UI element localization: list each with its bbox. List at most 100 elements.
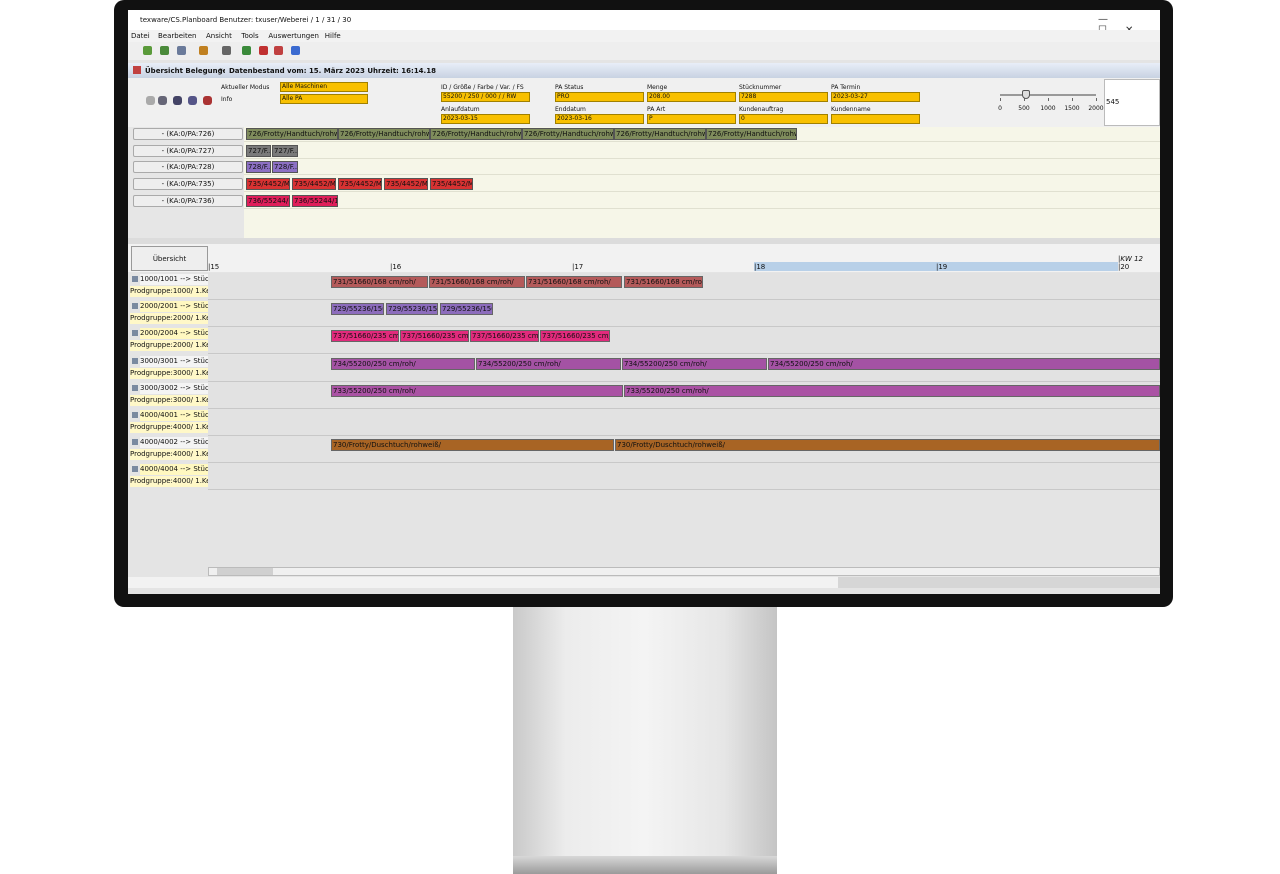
order-row-line — [244, 141, 1160, 142]
plan-bar[interactable]: 731/51660/168 cm/roh/ — [429, 276, 525, 288]
plan-row — [208, 463, 1160, 491]
tool-icon — [160, 46, 169, 55]
order-bar[interactable]: 735/4452/M... — [292, 178, 336, 191]
slider-tick-label: 0 — [998, 105, 1002, 112]
tool-icon — [274, 46, 283, 55]
order-bar[interactable]: 726/Frotty/Handtuch/rohweiß/ — [614, 128, 706, 140]
order-bar[interactable]: 735/4452/M... — [338, 178, 382, 191]
order-bar[interactable]: 727/F... — [246, 144, 271, 157]
menu-item[interactable]: Hilfe — [324, 32, 341, 40]
order-bar[interactable]: 726/Frotty/Handtuch/rohweiß/ — [706, 128, 797, 140]
machine-icon — [132, 439, 138, 446]
plan-bar[interactable]: 730/Frotty/Duschtuch/rohweiß/ — [615, 439, 1160, 452]
week-label: |15 — [208, 263, 220, 271]
order-bar[interactable]: 735/4452/M... — [430, 178, 473, 191]
order-bar[interactable]: 735/4452/M... — [384, 178, 428, 191]
order-row-line — [244, 207, 1160, 209]
slider-value: 545 — [1106, 98, 1120, 106]
machine-icon — [132, 303, 138, 310]
order-button[interactable]: - (KA:0/PA:735) — [133, 178, 243, 191]
week-label: |17 — [572, 263, 584, 271]
machine-icon — [132, 357, 138, 364]
field-value-text: 2023-03-27 — [833, 93, 868, 100]
order-bar[interactable]: 728/F... — [246, 161, 271, 174]
machine-label: 1000/1001 --> Stück — [140, 274, 208, 285]
order-bar[interactable]: 726/Frotty/Handtuch/rohweiß/ — [246, 128, 338, 140]
plan-bar[interactable]: 737/51660/235 cm/r... — [540, 330, 610, 343]
field-value — [441, 92, 530, 102]
slider-thumb[interactable] — [1022, 90, 1031, 99]
stand-base — [513, 856, 777, 874]
field-value-text: 55200 / 250 / 000 / / RW — [443, 93, 517, 100]
plan-bar[interactable]: 729/55236/150 — [331, 303, 384, 316]
overview-button[interactable]: Übersicht — [131, 246, 208, 271]
plan-bar[interactable]: 731/51660/168 cm/roh/ — [526, 276, 622, 288]
menu-item[interactable]: Tools — [241, 32, 259, 40]
menu-item[interactable]: Datei — [131, 32, 150, 40]
group-label: Prodgruppe:4000/ 1.Kette — [130, 449, 208, 461]
kw-label: |KW 12 — [1118, 255, 1144, 263]
field-value-text: P — [649, 115, 653, 122]
field-value-text: 0 — [741, 115, 745, 122]
plan-bar[interactable]: 734/55200/250 cm/roh/ — [331, 357, 475, 370]
field-value — [647, 92, 736, 102]
order-button[interactable]: - (KA:0/PA:736) — [133, 194, 243, 207]
plan-bar[interactable]: 734/55200/250 cm/roh/ — [622, 357, 767, 370]
plan-bar[interactable]: 734/55200/250 cm/roh/ — [476, 357, 621, 370]
order-bar[interactable]: 736/55244/1... — [246, 194, 290, 207]
field-label: Kundenname — [831, 106, 871, 113]
menu-item[interactable]: Bearbeiten — [158, 32, 197, 40]
slider-tick-label: 500 — [1018, 105, 1030, 112]
machine-icon — [132, 330, 138, 337]
plan-bar[interactable]: 729/55236/150 — [386, 303, 438, 316]
field-value-text: 7288 — [741, 93, 757, 100]
plan-bar[interactable]: 729/55236/150 — [440, 303, 493, 316]
plan-bar[interactable]: 733/55200/250 cm/roh/ — [331, 384, 623, 397]
order-button[interactable]: - (KA:0/PA:726) — [133, 128, 243, 140]
order-bar[interactable]: 735/4452/M... — [246, 178, 290, 191]
group-label: Prodgruppe:4000/ 1.Kette — [130, 422, 208, 433]
plan-bar[interactable]: 731/51660/168 cm/roh/ — [624, 276, 703, 288]
order-bar[interactable]: 728/F... — [272, 161, 298, 174]
field-value — [739, 114, 828, 124]
plan-bar[interactable]: 730/Frotty/Duschtuch/rohweiß/ — [331, 439, 614, 452]
menu-item[interactable]: Auswertungen — [268, 32, 319, 40]
week-highlight — [754, 262, 1118, 271]
order-bar[interactable]: 726/Frotty/Handtuch/rohweiß/ — [430, 128, 522, 140]
tool-icon — [177, 46, 186, 55]
slider-tick-label: 2000 — [1088, 105, 1104, 112]
menu-item[interactable]: Ansicht — [206, 32, 232, 40]
slider-tick — [1048, 98, 1049, 101]
order-bar[interactable]: 736/55244/1... — [292, 194, 338, 207]
order-bar[interactable]: 726/Frotty/Handtuch/rohweiß/ — [338, 128, 430, 140]
group-label: Prodgruppe:2000/ 1.Kette — [130, 340, 208, 352]
order-button[interactable]: - (KA:0/PA:727) — [133, 144, 243, 157]
plan-bar[interactable]: 734/55200/250 cm/roh/ — [768, 357, 1160, 370]
field-value-text: 2023-03-16 — [557, 115, 592, 122]
machine-icon — [132, 276, 138, 282]
field-value-text: Alle PA — [282, 95, 303, 102]
menu-bar — [128, 30, 1160, 42]
plan-bar[interactable]: 737/51660/235 cm/r... — [470, 330, 539, 343]
field-value — [555, 114, 644, 124]
h-scrollbar — [208, 567, 1160, 576]
plan-bar[interactable]: 737/51660/235 cm/r... — [331, 330, 399, 343]
order-bar[interactable]: 727/F... — [272, 144, 298, 157]
title-bar — [128, 10, 1160, 30]
toolbar — [128, 42, 1160, 60]
plan-bar[interactable]: 731/51660/168 cm/roh/ — [331, 276, 428, 288]
order-row-line — [244, 191, 1160, 193]
plan-bar[interactable]: 733/55200/250 cm/roh/ — [624, 384, 1160, 397]
plan-bar[interactable]: 737/51660/235 cm/r... — [400, 330, 469, 343]
field-value — [280, 82, 368, 92]
field-label: Anlaufdatum — [441, 106, 480, 113]
action-icon — [158, 96, 167, 105]
order-row-line — [244, 174, 1160, 176]
order-button[interactable]: - (KA:0/PA:728) — [133, 161, 243, 174]
splitter — [128, 238, 1160, 244]
panel-icon — [133, 66, 141, 74]
group-label: Prodgruppe:1000/ 1.Kette — [130, 286, 208, 297]
tool-icon — [199, 46, 208, 55]
order-bar[interactable]: 726/Frotty/Handtuch/rohweiß/ — [522, 128, 614, 140]
window-title: texware/CS.Planboard Benutzer: txuser/We… — [140, 16, 352, 24]
